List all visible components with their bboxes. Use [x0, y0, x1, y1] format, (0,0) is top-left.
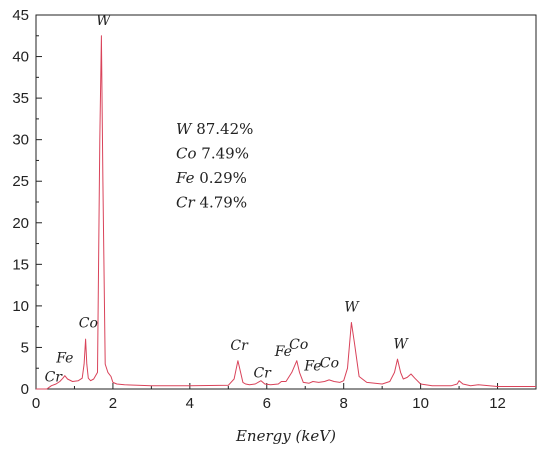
peak-label: W	[393, 336, 409, 352]
composition-annotation: W 87.42%Co 7.49%Fe 0.29%Cr 4.79%	[175, 120, 253, 212]
y-tick-label: 40	[12, 49, 29, 66]
y-tick-label: 0	[21, 381, 29, 398]
y-tick-label: 25	[12, 173, 29, 190]
spectrum-line	[36, 35, 536, 390]
composition-line: Cr 4.79%	[176, 194, 247, 212]
composition-element: Co	[176, 145, 197, 163]
x-tick-label: 8	[340, 395, 348, 412]
x-tick-label: 4	[186, 395, 194, 412]
peak-label: Fe	[274, 344, 292, 360]
y-tick-label: 15	[12, 256, 29, 273]
composition-value: 87.42%	[196, 120, 253, 138]
composition-value: 7.49%	[201, 145, 249, 163]
composition-value: 0.29%	[199, 169, 247, 187]
peak-label: Co	[320, 355, 339, 371]
composition-line: W 87.42%	[176, 120, 253, 138]
plot-frame	[35, 14, 537, 390]
composition-line: Fe 0.29%	[175, 169, 247, 187]
axes-layer: 0 2 4 6 8 10 12 0 5 10 15 20 25 30 35 40 45	[12, 7, 537, 412]
series-layer	[36, 35, 536, 390]
peak-label: Fe	[55, 350, 73, 366]
x-tick-label: 10	[412, 395, 429, 412]
x-tick-label: 6	[263, 395, 271, 412]
y-tick-label: 30	[12, 132, 29, 149]
composition-element: Cr	[176, 194, 195, 212]
x-tick-label: 2	[109, 395, 117, 412]
y-tick-label: 35	[12, 90, 29, 107]
peak-label: W	[344, 300, 360, 316]
y-tick-label: 20	[12, 215, 29, 232]
y-tick-label: 10	[12, 298, 29, 315]
y-tick-label: 45	[12, 7, 29, 24]
y-tick-label: 5	[21, 339, 29, 356]
peak-label: W	[96, 13, 112, 29]
peak-label: Cr	[230, 338, 249, 354]
composition-element: W	[176, 120, 193, 138]
peak-label: Fe	[303, 359, 321, 375]
peak-label: Cr	[253, 365, 272, 381]
composition-value: 4.79%	[199, 194, 247, 212]
peak-label: Co	[79, 315, 98, 331]
peak-label: Cr	[45, 370, 64, 386]
composition-element: Fe	[175, 169, 195, 187]
x-axis-title: Energy (keV)	[235, 427, 336, 445]
composition-line: Co 7.49%	[176, 145, 249, 163]
x-tick-label: 0	[32, 395, 40, 412]
peak-label: Co	[289, 337, 308, 353]
x-tick-label: 12	[489, 395, 506, 412]
